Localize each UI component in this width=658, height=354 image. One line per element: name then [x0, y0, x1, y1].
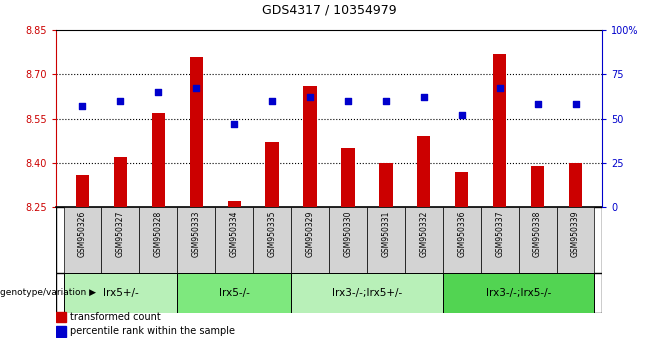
Point [532, 102, 543, 107]
Point [229, 121, 240, 127]
Bar [114, 157, 127, 207]
Bar [139, 207, 177, 273]
Text: lrx3-/-;lrx5-/-: lrx3-/-;lrx5-/- [486, 288, 551, 298]
Text: GSM950326: GSM950326 [78, 210, 87, 257]
Bar [177, 207, 215, 273]
Bar [405, 207, 443, 273]
Bar [228, 201, 241, 207]
Text: GSM950339: GSM950339 [571, 210, 580, 257]
Bar [303, 86, 316, 207]
Bar [455, 172, 468, 207]
Bar [379, 163, 393, 207]
Bar [101, 207, 139, 273]
Point [305, 95, 315, 100]
Text: GSM950330: GSM950330 [343, 210, 353, 257]
Bar [76, 175, 89, 207]
Point [570, 102, 581, 107]
Bar [443, 273, 594, 313]
Bar [215, 207, 253, 273]
Bar [190, 57, 203, 207]
Bar [265, 142, 279, 207]
Bar [493, 54, 506, 207]
Text: GSM950328: GSM950328 [154, 210, 163, 257]
Point [343, 98, 353, 104]
Text: GSM950329: GSM950329 [305, 210, 315, 257]
Bar [481, 207, 519, 273]
Text: GSM950337: GSM950337 [495, 210, 504, 257]
Text: lrx3-/-;lrx5+/-: lrx3-/-;lrx5+/- [332, 288, 402, 298]
Bar [569, 163, 582, 207]
Point [115, 98, 126, 104]
Bar [291, 207, 329, 273]
Text: GSM950331: GSM950331 [382, 210, 390, 257]
Point [153, 89, 164, 95]
Point [77, 103, 88, 109]
Bar [177, 273, 291, 313]
Text: genotype/variation ▶: genotype/variation ▶ [0, 289, 96, 297]
Text: GSM950327: GSM950327 [116, 210, 125, 257]
Text: percentile rank within the sample: percentile rank within the sample [70, 326, 235, 336]
Bar [531, 166, 544, 207]
Point [418, 95, 429, 100]
Bar [367, 207, 405, 273]
Point [191, 86, 201, 91]
Bar [291, 273, 443, 313]
Text: GSM950336: GSM950336 [457, 210, 467, 257]
Text: transformed count: transformed count [70, 312, 161, 322]
Point [380, 98, 391, 104]
Bar [519, 207, 557, 273]
Text: GSM950333: GSM950333 [191, 210, 201, 257]
Text: GDS4317 / 10354979: GDS4317 / 10354979 [262, 4, 396, 17]
Point [457, 112, 467, 118]
Bar [56, 326, 66, 337]
Bar [443, 207, 481, 273]
Text: lrx5-/-: lrx5-/- [218, 288, 249, 298]
Bar [56, 312, 66, 322]
Text: GSM950338: GSM950338 [533, 210, 542, 257]
Bar [152, 113, 165, 207]
Bar [253, 207, 291, 273]
Text: GSM950334: GSM950334 [230, 210, 239, 257]
Bar [329, 207, 367, 273]
Bar [64, 273, 177, 313]
Bar [64, 207, 101, 273]
Point [494, 86, 505, 91]
Text: GSM950335: GSM950335 [268, 210, 276, 257]
Bar [342, 148, 355, 207]
Bar [557, 207, 594, 273]
Point [267, 98, 278, 104]
Bar [417, 136, 430, 207]
Text: lrx5+/-: lrx5+/- [103, 288, 138, 298]
Text: GSM950332: GSM950332 [419, 210, 428, 257]
